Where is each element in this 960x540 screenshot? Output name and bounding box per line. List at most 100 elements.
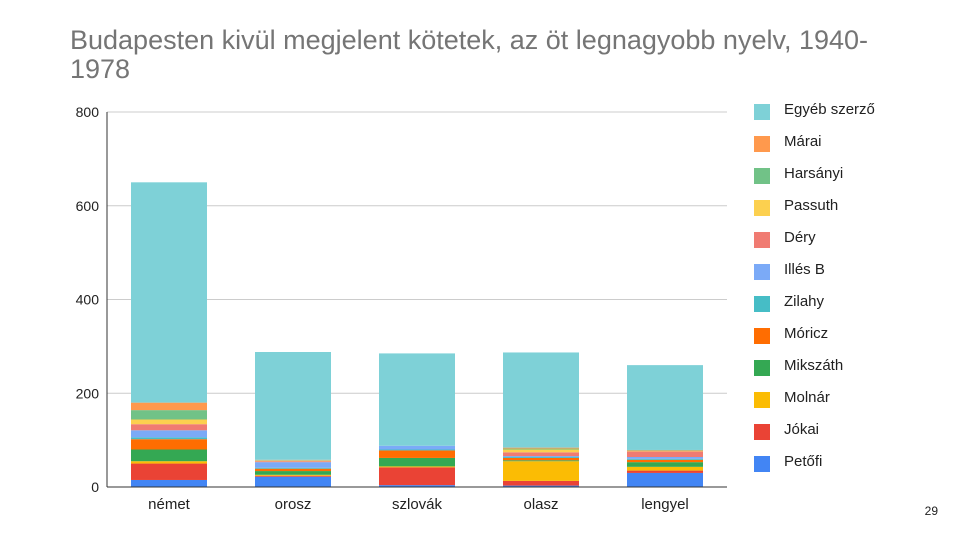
legend-item: Egyéb szerző [754,98,954,130]
legend-item: Illés B [754,258,954,290]
x-tick-label: olasz [523,496,558,513]
legend-label: Zilahy [784,293,825,310]
bar-segment [255,476,331,487]
x-tick-label: orosz [275,496,312,513]
bar-segment [379,445,455,450]
legend-label: Egyéb szerző [784,101,875,118]
legend-swatch [754,200,770,216]
bar-segment [255,352,331,460]
legend-swatch [754,264,770,280]
bar-segment [131,439,207,450]
bar-segment [627,470,703,473]
legend-item: Déry [754,226,954,258]
bar-segment [503,448,579,450]
bar-segment [503,452,579,457]
legend-swatch [754,168,770,184]
bar-segment [379,353,455,446]
legend-label: Harsányi [784,165,844,182]
bar-segment [255,475,331,477]
bar-segment [627,365,703,450]
bar-segment [131,430,207,438]
bar-segment [627,459,703,463]
legend-label: Jókai [784,421,820,438]
bar-segment [131,410,207,420]
bar-segment [131,437,207,440]
legend-item: Márai [754,130,954,162]
chart-legend: Egyéb szerző Márai Harsányi Passuth Déry Illé… [754,98,954,482]
bar-segment [627,472,703,487]
bar-segment [503,449,579,453]
bar-segment [255,461,331,463]
bar-segment [503,480,579,486]
bar-segment [255,468,331,472]
bar-segment [627,457,703,459]
bar-segment [379,449,455,451]
legend-item: Móricz [754,322,954,354]
legend-label: Molnár [784,389,830,406]
y-tick-label: 400 [76,292,100,308]
x-tick-label: német [148,496,191,513]
legend-label: Illés B [784,261,825,278]
bar-segment [503,457,579,461]
bar-segment [379,467,455,486]
bar-segment [627,462,703,467]
legend-swatch [754,136,770,152]
bar-segment [503,447,579,449]
y-tick-label: 0 [91,479,99,495]
legend-label: Márai [784,133,822,150]
x-tick-label: lengyel [641,496,689,513]
bar-segment [379,457,455,467]
legend-label: Passuth [784,197,839,214]
legend-swatch [754,232,770,248]
legend-swatch [754,456,770,472]
legend-label: Déry [784,229,816,246]
bar-segment [131,479,207,487]
bar-segment [503,461,579,481]
legend-swatch [754,104,770,120]
y-tick-label: 800 [76,104,100,120]
bar-segment [131,461,207,464]
bar-segment [503,456,579,457]
legend-item: Zilahy [754,290,954,322]
legend-swatch [754,424,770,440]
chart-title: Budapesten kivül megjelent kötetek, az ö… [70,25,869,84]
bar-segment [131,182,207,403]
page-number: 29 [924,504,938,518]
bar-segment [131,463,207,480]
legend-item: Harsányi [754,162,954,194]
legend-swatch [754,328,770,344]
y-tick-label: 200 [76,385,100,401]
bar-segment [131,449,207,462]
y-tick-label: 600 [76,198,100,214]
legend-label: Móricz [784,325,829,342]
bar-segment [255,467,331,469]
bar-segment [627,466,703,471]
bar-segment [503,485,579,487]
bar-segment [131,402,207,411]
bar-segment [627,451,703,457]
bar-segment [379,450,455,458]
bar-segment [379,466,455,468]
bar-segment [255,474,331,476]
legend-label: Petőfi [784,453,823,470]
legend-item: Jókai [754,418,954,450]
legend-item: Molnár [754,386,954,418]
bar-segment [131,419,207,425]
legend-item: Mikszáth [754,354,954,386]
bar-segment [131,424,207,431]
bar-segment [255,462,331,468]
legend-swatch [754,360,770,376]
legend-label: Mikszáth [784,357,844,374]
bar-segment [503,352,579,448]
bar-segment [627,458,703,460]
bar-segment [379,485,455,487]
legend-swatch [754,296,770,312]
legend-item: Petőfi [754,450,954,482]
bar-segment [255,471,331,475]
legend-swatch [754,392,770,408]
bar-segment [503,460,579,462]
legend-item: Passuth [754,194,954,226]
x-tick-label: szlovák [392,496,443,513]
bar-segment [503,457,579,458]
